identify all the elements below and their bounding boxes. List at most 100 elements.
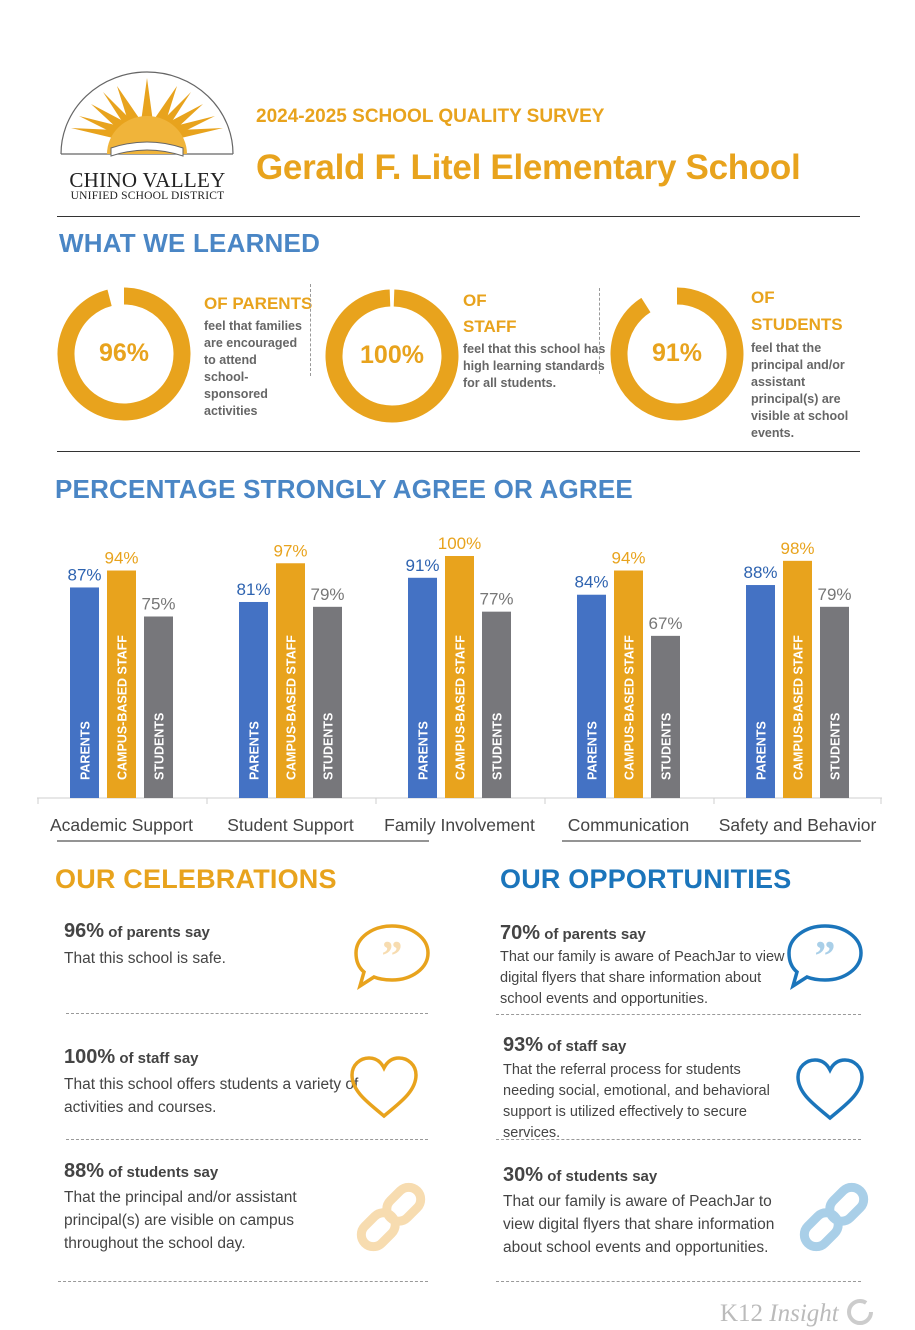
opportunity-group: of students say — [543, 1168, 658, 1185]
stat-description: feel that the principal and/or assistant… — [751, 341, 849, 440]
opportunity-title: 93% of staff say — [503, 1034, 626, 1057]
stat-group: OF — [463, 291, 487, 310]
bar-parents — [408, 577, 437, 798]
bar-series-label: CAMPUS-BASED STAFF — [285, 635, 299, 780]
stat-divider — [599, 288, 600, 374]
opportunity-text: That our family is aware of PeachJar to … — [503, 1193, 775, 1256]
logo-subtitle: UNIFIED SCHOOL DISTRICT — [70, 190, 225, 202]
opportunity-divider — [496, 1014, 861, 1015]
celebration-pct: 100% — [64, 1046, 116, 1068]
bar-value-label: 84% — [574, 573, 608, 592]
bar-series-label: STUDENTS — [660, 713, 674, 780]
celebration-text: That the principal and/or assistant prin… — [64, 1189, 297, 1252]
bar-students — [144, 616, 173, 798]
opportunity-title: 70% of parents say — [500, 922, 646, 945]
bar-campus-based-staff — [276, 563, 305, 798]
bar-value-label: 91% — [405, 556, 439, 575]
bar-series-label: PARENTS — [586, 721, 600, 780]
donut-percent: 96% — [98, 339, 150, 367]
k12-insight-logo: K12 Insight — [720, 1297, 875, 1328]
celebration-pct: 88% — [64, 1160, 105, 1182]
bar-value-label: 88% — [743, 563, 777, 582]
celebration-text: That this school is safe. — [64, 950, 226, 967]
svg-text:”: ” — [382, 934, 403, 980]
opportunity-divider — [496, 1281, 861, 1282]
bar-value-label: 97% — [273, 541, 307, 560]
bar-value-label: 98% — [780, 539, 814, 558]
bar-value-label: 75% — [141, 595, 175, 614]
bar-students — [313, 606, 342, 798]
stat-group: OF — [751, 288, 775, 307]
survey-year-title: 2024-2025 SCHOOL QUALITY SURVEY — [256, 106, 605, 127]
bar-value-label: 94% — [104, 549, 138, 568]
opportunity-pct: 93% — [503, 1034, 544, 1056]
opportunity-pct: 70% — [500, 922, 541, 944]
learned-divider — [57, 451, 860, 452]
district-logo: CHINO VALLEY UNIFIED SCHOOL DISTRICT — [55, 70, 240, 205]
donut-percent: 100% — [360, 341, 424, 369]
bar-parents — [70, 587, 99, 798]
bar-students — [651, 635, 680, 798]
donut-percent: 91% — [651, 339, 703, 367]
what-we-learned-heading: WHAT WE LEARNED — [59, 228, 321, 258]
category-label: Communication — [568, 815, 690, 835]
category-label: Safety and Behavior — [719, 815, 877, 835]
sun-logo-icon — [60, 71, 234, 157]
bar-students — [482, 611, 511, 798]
bar-series-label: STUDENTS — [322, 713, 336, 780]
bar-series-label: PARENTS — [417, 721, 431, 780]
celebration-text: That this school offers students a varie… — [64, 1076, 359, 1116]
brand-insight: Insight — [769, 1300, 839, 1327]
bar-value-label: 81% — [236, 580, 270, 599]
svg-text:”: ” — [815, 934, 836, 980]
stat-divider — [310, 284, 311, 376]
bar-value-label: 79% — [817, 585, 851, 604]
bar-campus-based-staff — [614, 570, 643, 798]
bar-series-label: CAMPUS-BASED STAFF — [623, 635, 637, 780]
celebration-divider — [66, 1013, 428, 1014]
stat-description: feel that this school has high learning … — [463, 342, 606, 390]
celebrations-heading: OUR CELEBRATIONS — [55, 864, 337, 894]
link-icon — [799, 1182, 869, 1252]
school-name: Gerald F. Litel Elementary School — [256, 148, 801, 187]
category-label: Student Support — [227, 815, 354, 835]
bar-campus-based-staff — [107, 570, 136, 798]
opportunity-item: 70% of parents say — [500, 922, 646, 945]
link-icon — [356, 1182, 426, 1252]
stat-group-line2: STAFF — [463, 317, 517, 336]
speech-bubble-icon: ” — [787, 924, 863, 990]
category-label: Academic Support — [50, 815, 193, 835]
bar-series-label: STUDENTS — [491, 713, 505, 780]
donut-chart — [325, 289, 459, 423]
bar-campus-based-staff — [783, 560, 812, 798]
speech-bubble-icon: ” — [354, 924, 430, 990]
bar-series-label: PARENTS — [248, 721, 262, 780]
bar-series-label: STUDENTS — [153, 713, 167, 780]
opportunity-pct: 30% — [503, 1164, 544, 1186]
bar-series-label: PARENTS — [755, 721, 769, 780]
celebration-item: 88% of students say — [64, 1160, 218, 1183]
opportunity-text: That our family is aware of PeachJar to … — [500, 949, 785, 1007]
donut-arc — [610, 287, 744, 421]
bar-series-label: CAMPUS-BASED STAFF — [116, 635, 130, 780]
opportunity-title: 30% of students say — [503, 1164, 657, 1187]
celebration-item: 100% of staff say — [64, 1046, 199, 1069]
bar-series-label: STUDENTS — [829, 713, 843, 780]
celebration-pct: 96% — [64, 920, 105, 942]
header-divider — [57, 216, 860, 217]
bar-parents — [577, 594, 606, 798]
opportunity-divider — [496, 1139, 861, 1140]
agree-bar-chart: PARENTS 87% CAMPUS-BASED STAFF 94% STUDENTS 7… — [37, 534, 882, 842]
category-label: Family Involvement — [384, 815, 535, 835]
heart-icon — [350, 1056, 418, 1119]
stat-description: feel that families are encouraged to att… — [204, 319, 302, 418]
agree-heading: PERCENTAGE STRONGLY AGREE OR AGREE — [55, 474, 633, 504]
bar-value-label: 67% — [648, 614, 682, 633]
celebration-group: of parents say — [104, 924, 210, 941]
celebration-title: 88% of students say — [64, 1160, 218, 1183]
opportunity-item: 93% of staff say — [503, 1034, 626, 1057]
bar-parents — [746, 585, 775, 798]
brand-k12: K12 — [719, 1300, 770, 1327]
celebration-title: 100% of staff say — [64, 1046, 199, 1069]
k12-insight-mark-icon — [847, 1299, 873, 1325]
